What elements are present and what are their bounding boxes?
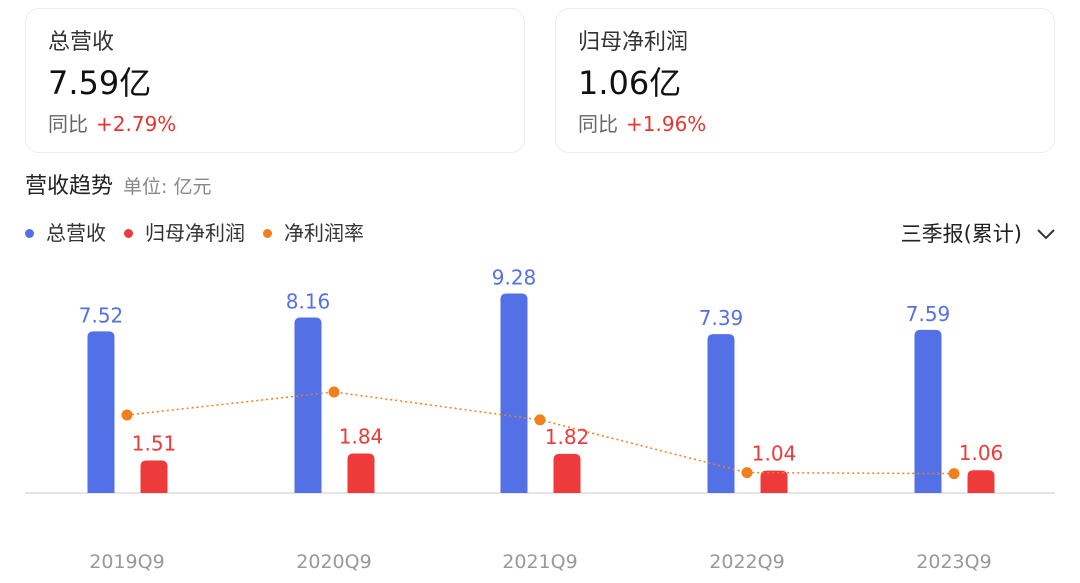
revenue-trend-chart: 7.52 1.51 2019Q9 8.16 1.84 2020Q9 9.28 1.82 2021… (25, 265, 1055, 573)
revenue-data-label: 7.59 (906, 302, 951, 326)
profit-yoy-label: 同比 (578, 112, 618, 136)
legend-dot-margin (263, 228, 272, 238)
chevron-down-icon (1037, 229, 1055, 240)
profit-card-label: 归母净利润 (578, 30, 689, 55)
legend-item-margin[interactable]: 净利润率 (263, 218, 364, 248)
revenue-bar (87, 331, 115, 493)
margin-point (534, 414, 546, 426)
revenue-bar (500, 293, 528, 493)
section-title: 营收趋势 单位: 亿元 (25, 170, 211, 204)
revenue-data-label: 7.39 (699, 306, 744, 330)
section-unit: 单位: 亿元 (123, 176, 212, 198)
revenue-bar (914, 329, 942, 493)
profit-bar (140, 460, 168, 493)
x-tick-label: 2022Q9 (709, 551, 784, 573)
revenue-card: 总营收 7.59亿 同比 +2.79% (25, 8, 525, 153)
revenue-card-label: 总营收 (48, 30, 115, 55)
profit-data-label: 1.84 (339, 424, 384, 448)
legend-dot-revenue (25, 228, 34, 238)
legend-label-margin: 净利润率 (284, 221, 364, 245)
profit-data-label: 1.82 (545, 425, 590, 449)
section-title-text: 营收趋势 (25, 174, 114, 199)
revenue-card-value: 7.59亿 (48, 64, 152, 102)
profit-bar (967, 470, 995, 493)
legend-dot-profit (124, 228, 133, 238)
chart-legend: 总营收 归母净利润 净利润率 (25, 218, 382, 248)
margin-line (126, 391, 955, 475)
profit-card: 归母净利润 1.06亿 同比 +1.96% (555, 8, 1055, 153)
profit-bar (347, 453, 375, 493)
revenue-data-label: 8.16 (286, 290, 331, 314)
profit-bar (760, 470, 788, 493)
revenue-bar (707, 334, 735, 493)
margin-point (121, 409, 133, 421)
period-dropdown-label: 三季报(累计) (900, 222, 1022, 246)
profit-yoy-value: +1.96% (626, 112, 707, 136)
margin-point (948, 468, 960, 480)
profit-data-label: 1.06 (959, 441, 1004, 465)
revenue-data-label: 7.52 (79, 303, 124, 327)
profit-bar (553, 453, 581, 493)
x-tick-label: 2019Q9 (89, 551, 164, 573)
margin-point (741, 467, 753, 479)
revenue-data-label: 9.28 (492, 265, 537, 289)
revenue-yoy-label: 同比 (48, 112, 88, 136)
profit-data-label: 1.51 (132, 432, 177, 456)
period-dropdown[interactable]: 三季报(累计) (901, 218, 1056, 250)
profit-card-value: 1.06亿 (578, 64, 682, 102)
revenue-card-yoy: 同比 +2.79% (48, 109, 502, 139)
legend-label-revenue: 总营收 (46, 221, 106, 245)
legend-label-profit: 归母净利润 (145, 221, 245, 245)
x-tick-label: 2023Q9 (916, 551, 991, 573)
legend-item-profit[interactable]: 归母净利润 (124, 218, 245, 248)
revenue-bar (294, 317, 322, 493)
revenue-yoy-value: +2.79% (96, 112, 177, 136)
x-tick-label: 2021Q9 (502, 551, 577, 573)
x-tick-label: 2020Q9 (296, 551, 371, 573)
margin-point (328, 386, 340, 398)
profit-data-label: 1.04 (752, 442, 797, 466)
profit-card-yoy: 同比 +1.96% (578, 109, 1032, 139)
legend-item-revenue[interactable]: 总营收 (25, 218, 106, 248)
